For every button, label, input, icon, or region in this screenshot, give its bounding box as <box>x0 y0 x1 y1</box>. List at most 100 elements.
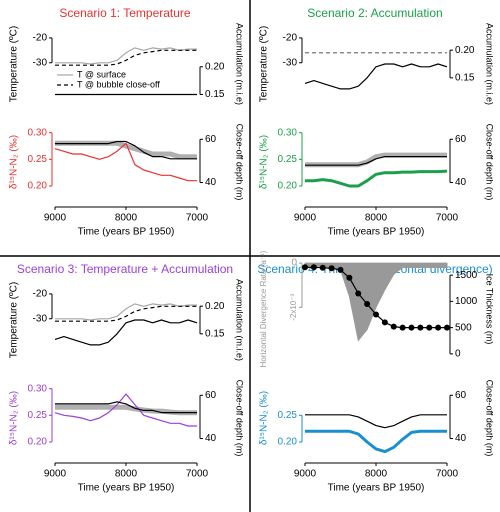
y-tick-label: -2x10⁻³ <box>289 294 298 321</box>
y2-tick-label: 60 <box>455 390 467 401</box>
marker <box>319 264 326 271</box>
y-axis-label: δ¹⁵N-N₂ (‰) <box>9 135 20 189</box>
y2-tick-label: 0.15 <box>455 72 475 83</box>
x-tick-label: 9000 <box>294 469 317 480</box>
y-tick-label: 0.20 <box>278 181 298 192</box>
y-tick-label: 0.20 <box>28 437 48 448</box>
marker <box>364 301 371 308</box>
y2-tick-label: 0 <box>455 349 461 360</box>
y2-axis-label: Close-off depth (m) <box>485 124 495 201</box>
y-axis-label: Temperature (ºC) <box>9 26 20 102</box>
marker <box>426 324 433 331</box>
y2-tick-label: 0.20 <box>205 61 225 72</box>
line <box>55 404 197 416</box>
x-tick-label: 8000 <box>365 469 388 480</box>
y2-tick-label: 60 <box>205 134 217 145</box>
line <box>55 49 197 66</box>
x-tick-label: 9000 <box>294 213 317 224</box>
y2-tick-label: 0.20 <box>455 45 475 56</box>
y-tick-label: 0.20 <box>278 437 298 448</box>
y-tick-label: 0.20 <box>28 181 48 192</box>
y2-axis-label: Accumulation (m.i.e) <box>235 23 245 105</box>
x-axis-label: Time (years BP 1950) <box>78 483 175 494</box>
marker <box>328 265 335 272</box>
y2-tick-label: 40 <box>205 433 217 444</box>
x-tick-label: 7000 <box>436 213 459 224</box>
x-axis-label: Time (years BP 1950) <box>78 227 175 238</box>
marker <box>373 311 379 318</box>
y-axis-label: δ¹⁵N-N₂ (‰) <box>259 135 270 189</box>
line <box>54 393 197 427</box>
y2-axis-label: Ice Thickness (m) <box>485 274 495 345</box>
y-tick-label: 0.25 <box>278 154 298 165</box>
line <box>305 429 447 454</box>
y-tick-label: -20 <box>33 33 48 44</box>
y2-tick-label: 60 <box>205 390 217 401</box>
y-tick-label: 0.25 <box>28 410 48 421</box>
y2-axis-label: Accumulation (m.i.e) <box>235 279 245 361</box>
marker <box>417 324 424 331</box>
y-tick-label: 0.30 <box>28 383 48 394</box>
panel-title: Scenario 1: Temperature <box>59 6 191 20</box>
y-axis-label: Horizontal Divergence Rate (a⁻¹) <box>259 250 268 367</box>
y-tick-label: 0.25 <box>278 410 298 421</box>
y2-tick-label: 1000 <box>455 296 478 307</box>
y2-tick-label: 40 <box>205 177 217 188</box>
x-tick-label: 8000 <box>115 469 138 480</box>
marker <box>435 324 442 331</box>
y-tick-label: -20 <box>33 289 48 300</box>
x-tick-label: 9000 <box>44 213 67 224</box>
legend-label: T @ bubble close-off <box>77 79 160 89</box>
y2-tick-label: 40 <box>455 177 467 188</box>
y2-tick-label: 0.15 <box>205 328 225 339</box>
marker <box>346 274 353 281</box>
y-tick-label: 0.30 <box>28 127 48 138</box>
line <box>54 319 198 346</box>
marker <box>390 323 397 330</box>
line <box>305 169 448 188</box>
x-tick-label: 8000 <box>115 213 138 224</box>
y-tick-label: 0 <box>291 258 297 269</box>
y2-tick-label: 0.15 <box>205 89 225 100</box>
y-tick-label: -30 <box>283 57 298 68</box>
y-tick-label: 0.25 <box>28 154 48 165</box>
marker <box>381 319 388 326</box>
line <box>55 401 197 414</box>
y2-tick-label: 0.20 <box>205 301 225 312</box>
panel-title: Scenario 2: Accumulation <box>307 6 442 20</box>
y2-tick-label: 40 <box>455 433 467 444</box>
y-tick-label: -30 <box>33 57 48 68</box>
y-axis-label: δ¹⁵N-N₂ (‰) <box>9 391 20 445</box>
x-tick-label: 8000 <box>365 213 388 224</box>
marker <box>302 264 308 271</box>
y2-axis-label: Close-off depth (m) <box>485 380 495 457</box>
y2-axis-label: Close-off depth (m) <box>235 124 245 201</box>
line <box>54 142 197 182</box>
line <box>55 303 197 321</box>
x-axis-label: Time (years BP 1950) <box>328 483 425 494</box>
marker <box>399 324 406 331</box>
y-tick-label: 0.30 <box>278 127 298 138</box>
marker <box>355 290 362 297</box>
marker <box>444 324 450 331</box>
panel-title: Scenario 3: Temperature + Accumulation <box>17 262 233 276</box>
line <box>304 63 448 90</box>
y-axis-label: δ¹⁵N-N₂ (‰) <box>259 391 270 445</box>
legend-label: T @ surface <box>77 69 126 79</box>
line <box>305 156 447 166</box>
line <box>305 414 447 429</box>
y2-tick-label: 60 <box>455 134 467 145</box>
y-axis-label: Temperature (ºC) <box>259 26 270 102</box>
line <box>55 47 197 65</box>
x-tick-label: 9000 <box>44 469 67 480</box>
y2-axis-label: Close-off depth (m) <box>235 380 245 457</box>
x-axis-label: Time (years BP 1950) <box>328 227 425 238</box>
x-tick-label: 7000 <box>186 469 209 480</box>
x-tick-label: 7000 <box>436 469 459 480</box>
y2-axis-label: Accumulation (m.i.e) <box>485 23 495 105</box>
marker <box>310 264 317 271</box>
y-axis-label: Temperature (ºC) <box>9 282 20 358</box>
x-tick-label: 7000 <box>186 213 209 224</box>
y2-tick-label: 500 <box>455 322 472 333</box>
